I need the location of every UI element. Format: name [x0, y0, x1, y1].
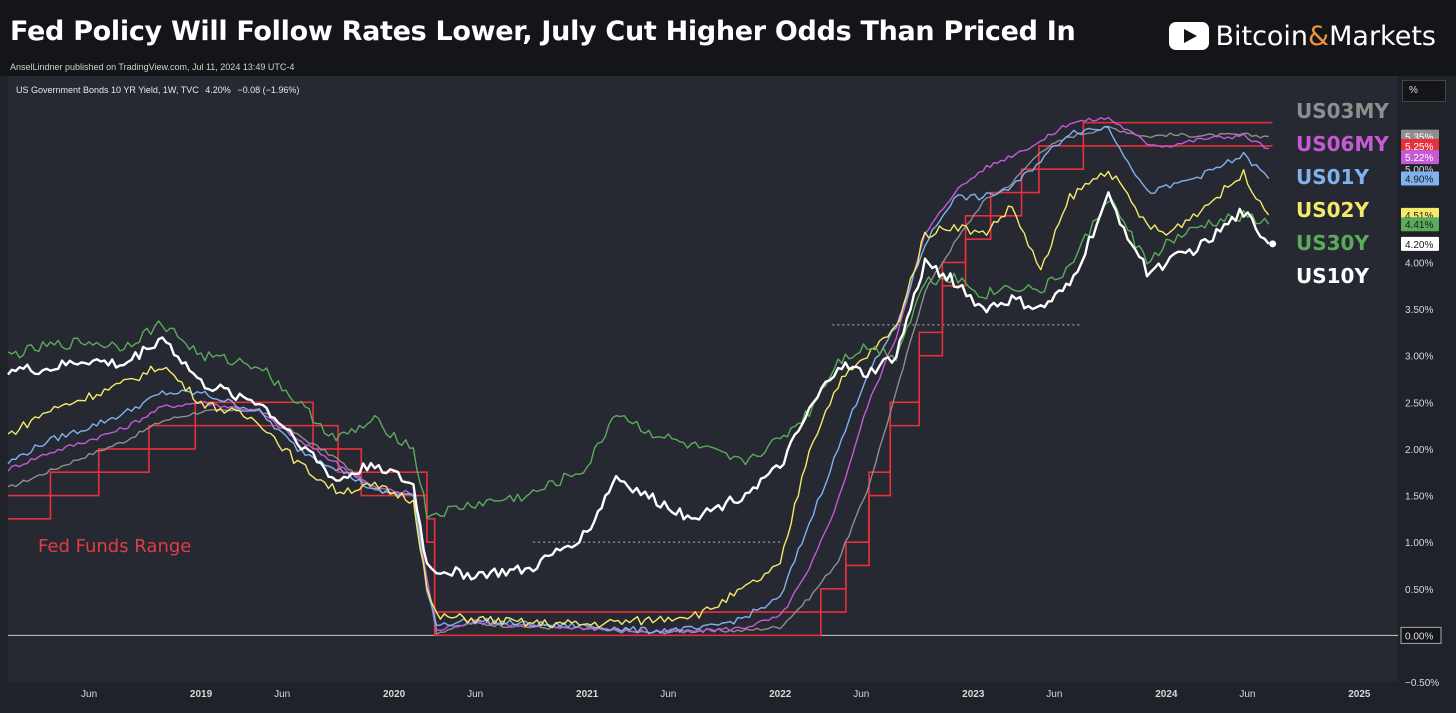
price-tag-us06my: [1401, 150, 1439, 165]
series-line-us06my: [7, 116, 1269, 634]
x-tick-label: Jun: [1239, 689, 1255, 700]
x-tick-label: Jun: [467, 689, 483, 700]
symbol-last: 4.20%: [205, 85, 231, 95]
y-tick-label: 3.00%: [1405, 352, 1433, 363]
symbol-change: −0.08 (−1.96%): [237, 85, 300, 95]
x-tick-label: 2021: [576, 689, 599, 700]
price-tag-us10y: [1401, 236, 1439, 251]
page-title: Fed Policy Will Follow Rates Lower, July…: [10, 16, 1076, 47]
price-tag-us30y: [1401, 217, 1439, 232]
published-info: AnselLindner published on TradingView.co…: [10, 62, 295, 72]
brand-name: Bitcoin&Markets: [1215, 21, 1436, 52]
legend-item-us10y: US10Y: [1296, 264, 1369, 288]
brand-tail: Markets: [1329, 20, 1436, 52]
price-tag-us01y: [1401, 171, 1439, 186]
x-tick-label: Jun: [660, 689, 676, 700]
price-tag-label: 5.25%: [1405, 142, 1433, 153]
x-tick-label: Jun: [1046, 689, 1062, 700]
legend-item-us01y: US01Y: [1296, 165, 1369, 189]
y-tick-label: 2.00%: [1405, 445, 1433, 456]
series-line-us30y: [7, 199, 1270, 519]
price-tag-label: 4.41%: [1405, 220, 1433, 231]
price-tag-ffr: [1401, 138, 1439, 153]
x-tick-label: 2022: [769, 689, 792, 700]
series-line-us10y: [7, 191, 1270, 581]
chart-area: [0, 76, 1456, 713]
brand-logo: Bitcoin&Markets: [1169, 14, 1436, 58]
series-line-us03my: [7, 125, 1269, 635]
unit-toggle-button[interactable]: %: [1402, 80, 1446, 102]
y-tick-label: 4.00%: [1405, 258, 1433, 269]
plot-panel: [8, 76, 1398, 682]
y-tick-label: −0.50%: [1405, 678, 1439, 689]
x-tick-label: Jun: [274, 689, 290, 700]
x-tick-label: 2024: [1155, 689, 1178, 700]
y-tick-label: 2.50%: [1405, 398, 1433, 409]
price-tag-label: 5.22%: [1405, 153, 1433, 164]
brand-ampersand: &: [1308, 20, 1330, 52]
fed-funds-upper-line: [8, 121, 1273, 613]
symbol-info: US Government Bonds 10 YR Yield, 1W, TVC…: [16, 85, 299, 95]
fed-funds-lower-line: [8, 145, 1273, 637]
price-tag-label: 4.51%: [1405, 211, 1433, 222]
series-legend: US03MY US06MY US01Y US02Y US30Y US10Y: [1296, 95, 1389, 293]
x-tick-label: 2020: [383, 689, 406, 700]
y-tick-label: 1.50%: [1405, 492, 1433, 503]
price-tag-label: 4.90%: [1405, 175, 1433, 186]
last-point-marker: [1269, 240, 1277, 248]
series-line-us01y: [7, 125, 1270, 635]
x-tick-label: 2023: [962, 689, 985, 700]
y-tick-label: 3.50%: [1405, 305, 1433, 316]
youtube-play-icon: [1169, 22, 1210, 50]
legend-item-us30y: US30Y: [1296, 231, 1369, 255]
legend-item-us03my: US03MY: [1296, 99, 1389, 123]
y-tick-label: 0.50%: [1405, 585, 1433, 596]
x-tick-label: 2025: [1348, 689, 1371, 700]
price-tag-label: 5.35%: [1405, 133, 1433, 144]
series-line-us02y: [7, 169, 1270, 629]
legend-item-us02y: US02Y: [1296, 198, 1369, 222]
y-tick-label: 1.00%: [1405, 538, 1433, 549]
legend-item-us06my: US06MY: [1296, 132, 1389, 156]
brand-main: Bitcoin: [1215, 20, 1309, 52]
zero-price-box: [1400, 626, 1442, 644]
zero-price-label: 0.00%: [1405, 631, 1433, 642]
y-tick-label: 5.00%: [1405, 165, 1433, 176]
fed-funds-annotation: Fed Funds Range: [38, 536, 192, 557]
price-tag-label: 4.20%: [1405, 240, 1433, 251]
symbol-name: US Government Bonds 10 YR Yield, 1W, TVC: [16, 85, 199, 95]
x-tick-label: 2019: [190, 689, 213, 700]
x-tick-label: Jun: [81, 689, 97, 700]
x-tick-label: Jun: [853, 689, 869, 700]
header-bar: Fed Policy Will Follow Rates Lower, July…: [0, 0, 1456, 76]
